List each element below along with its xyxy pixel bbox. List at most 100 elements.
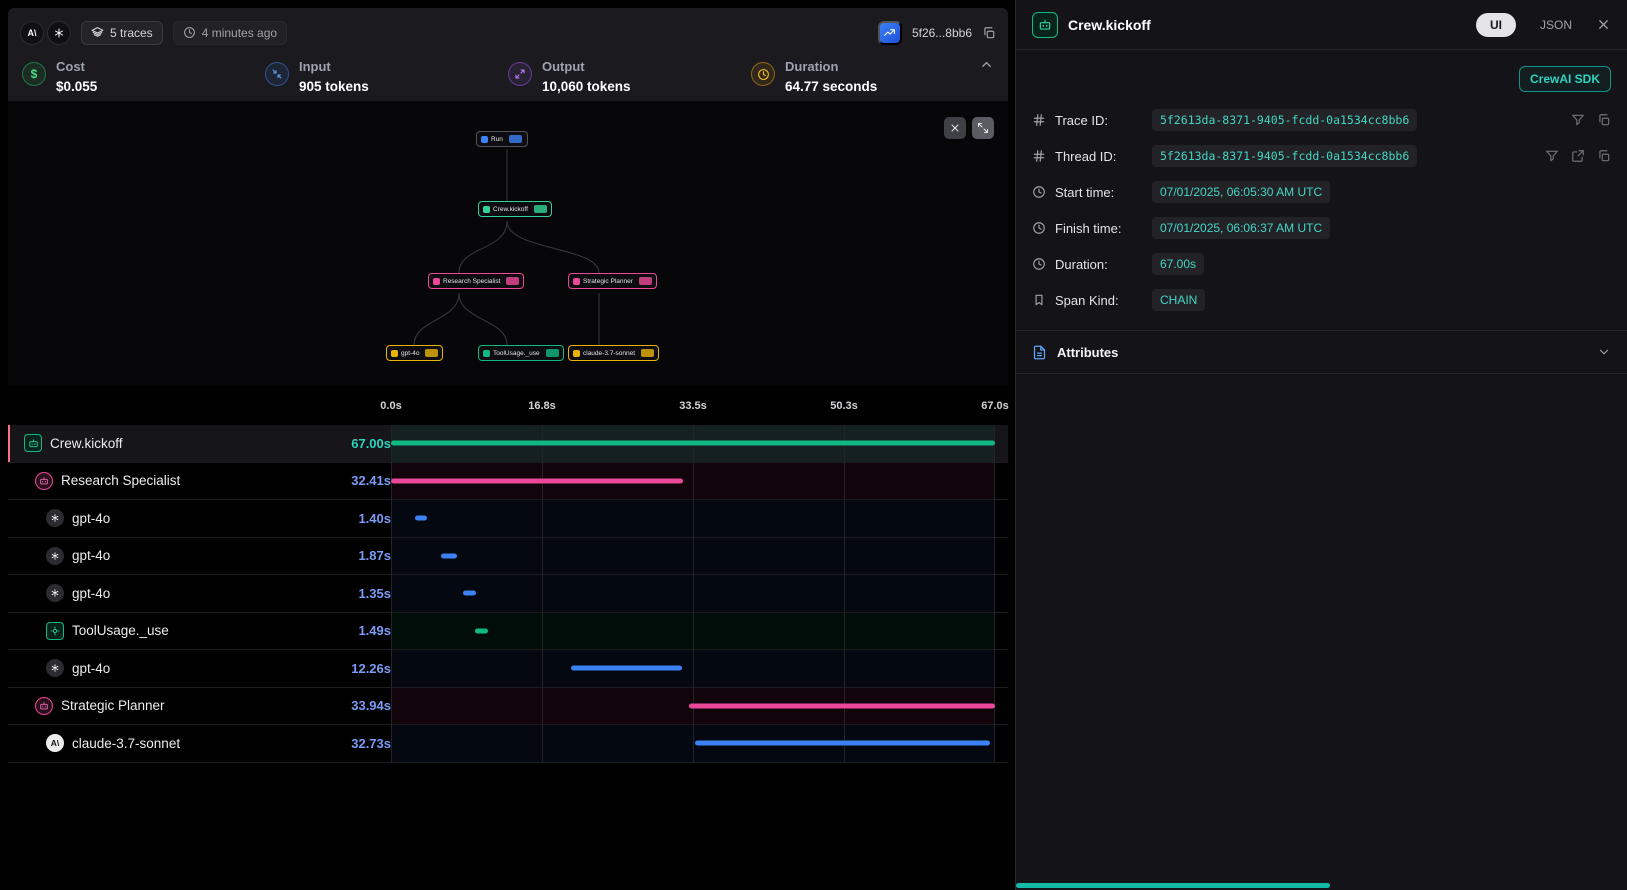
- duration-bar[interactable]: [441, 553, 458, 558]
- span-track: [391, 500, 995, 537]
- time-axis: 0.0s 16.8s 33.5s 50.3s 67.0s: [8, 385, 1008, 425]
- span-name: Crew.kickoff: [8, 434, 328, 452]
- traces-count-badge[interactable]: 5 traces: [81, 21, 163, 45]
- duration-bar[interactable]: [475, 628, 488, 633]
- timeline-row[interactable]: Crew.kickoff67.00s: [8, 425, 1008, 463]
- timeline-row[interactable]: gpt-4o 1.35s: [8, 575, 1008, 613]
- timeline-row[interactable]: A\claude-3.7-sonnet32.73s: [8, 725, 1008, 763]
- span-label: gpt-4o: [72, 586, 110, 601]
- node-tag: [534, 205, 547, 213]
- tab-ui[interactable]: UI: [1476, 13, 1516, 37]
- span-name: A\claude-3.7-sonnet: [8, 734, 328, 752]
- stat-value: $0.055: [56, 79, 97, 94]
- axis-label: 33.5s: [679, 400, 707, 412]
- expand-graph-button[interactable]: [972, 117, 994, 139]
- openai-logo-icon: [46, 547, 64, 565]
- span-label: Strategic Planner: [61, 698, 165, 713]
- span-track: [391, 725, 995, 762]
- collapse-stats-button[interactable]: [979, 57, 994, 72]
- graph-node-claude[interactable]: claude-3.7-sonnet: [568, 345, 659, 361]
- copy-button[interactable]: [1597, 149, 1611, 163]
- output-tokens-icon: [508, 62, 532, 86]
- sdk-row: CrewAI SDK: [1016, 50, 1627, 102]
- node-label: Crew.kickoff: [493, 206, 528, 213]
- graph-node-crew-kickoff[interactable]: Crew.kickoff: [478, 201, 552, 217]
- node-label: claude-3.7-sonnet: [583, 350, 635, 357]
- trace-header-bar: A\ 5 traces 4 minutes ago 5f26...8bb6: [8, 8, 1008, 57]
- axis-label: 0.0s: [380, 400, 401, 412]
- chevron-down-icon[interactable]: [1597, 345, 1611, 359]
- node-label: Run: [491, 136, 503, 143]
- node-icon: [483, 206, 490, 213]
- graph-node-strategic-planner[interactable]: Strategic Planner: [568, 273, 657, 289]
- span-duration: 1.35s: [328, 586, 391, 601]
- duration-bar[interactable]: [695, 741, 989, 746]
- stat-value: 905 tokens: [299, 79, 369, 94]
- span-track: [391, 538, 995, 575]
- node-icon: [573, 350, 580, 357]
- field-thread-id: Thread ID: 5f2613da-8371-9405-fcdd-0a153…: [1016, 138, 1627, 174]
- duration-bar[interactable]: [689, 703, 995, 708]
- node-icon: [433, 278, 440, 285]
- panel-title: Crew.kickoff: [1068, 17, 1151, 33]
- span-label: Crew.kickoff: [50, 436, 123, 451]
- anthropic-logo-icon: A\: [20, 21, 44, 45]
- timeline-row[interactable]: gpt-4o1.87s: [8, 538, 1008, 576]
- graph-node-run[interactable]: Run: [476, 131, 528, 147]
- stat-label: Cost: [56, 59, 97, 74]
- copy-trace-id-button[interactable]: [982, 26, 996, 40]
- stat-value: 10,060 tokens: [542, 79, 631, 94]
- trend-icon: [883, 26, 896, 39]
- trace-graph[interactable]: Run Crew.kickoff Research Specialist Str…: [8, 101, 1008, 385]
- graph-node-gpt-4o[interactable]: gpt-4o: [386, 345, 443, 361]
- copy-icon: [982, 26, 996, 40]
- node-icon: [483, 350, 490, 357]
- timeline-row[interactable]: gpt-4o12.26s: [8, 650, 1008, 688]
- open-thread-button[interactable]: [1571, 149, 1585, 163]
- duration-icon: [751, 62, 775, 86]
- close-panel-button[interactable]: [1596, 17, 1611, 32]
- stat-label: Duration: [785, 59, 877, 74]
- field-value[interactable]: 5f2613da-8371-9405-fcdd-0a1534cc8bb6: [1152, 109, 1417, 131]
- openai-logo-icon: [46, 659, 64, 677]
- crew-icon: [24, 434, 42, 452]
- chevron-up-icon: [979, 57, 994, 72]
- detail-panel-header: Crew.kickoff UI JSON: [1016, 0, 1627, 50]
- node-icon: [481, 136, 488, 143]
- filter-button[interactable]: [1571, 113, 1585, 127]
- attributes-row[interactable]: Attributes: [1016, 330, 1627, 374]
- graph-node-research-specialist[interactable]: Research Specialist: [428, 273, 524, 289]
- traces-count-label: 5 traces: [110, 26, 153, 40]
- span-duration: 1.87s: [328, 548, 391, 563]
- tab-json[interactable]: JSON: [1540, 18, 1572, 32]
- filter-button[interactable]: [1545, 149, 1559, 163]
- span-name: gpt-4o: [8, 509, 328, 527]
- duration-bar[interactable]: [571, 666, 682, 671]
- span-name: gpt-4o: [8, 547, 328, 565]
- timeline-row[interactable]: Strategic Planner33.94s: [8, 688, 1008, 726]
- duration-bar[interactable]: [463, 591, 475, 596]
- duration-bar[interactable]: [415, 516, 428, 521]
- span-duration: 12.26s: [328, 661, 391, 676]
- graph-node-toolusage[interactable]: ToolUsage._use: [478, 345, 564, 361]
- timeline-row[interactable]: Research Specialist32.41s: [8, 463, 1008, 501]
- field-start-time: Start time: 07/01/2025, 06:05:30 AM UTC: [1016, 174, 1627, 210]
- metrics-button[interactable]: [878, 21, 902, 45]
- timeline-row[interactable]: ToolUsage._use1.49s: [8, 613, 1008, 651]
- span-name: gpt-4o: [8, 584, 328, 602]
- duration-bar[interactable]: [391, 478, 683, 483]
- horizontal-scrollbar[interactable]: [1016, 883, 1330, 888]
- stats-row: $ Cost $0.055 Input 905 tokens: [8, 57, 1008, 106]
- copy-button[interactable]: [1597, 113, 1611, 127]
- time-ago-label: 4 minutes ago: [202, 26, 277, 40]
- agent-icon: [35, 697, 53, 715]
- stat-label: Input: [299, 59, 369, 74]
- timeline: 0.0s 16.8s 33.5s 50.3s 67.0s Crew.kickof…: [8, 385, 1008, 763]
- field-duration: Duration: 67.00s: [1016, 246, 1627, 282]
- document-icon: [1032, 345, 1047, 360]
- duration-bar[interactable]: [391, 441, 995, 446]
- stat-input: Input 905 tokens: [265, 59, 508, 94]
- field-value[interactable]: 5f2613da-8371-9405-fcdd-0a1534cc8bb6: [1152, 145, 1417, 167]
- timeline-row[interactable]: gpt-4o1.40s: [8, 500, 1008, 538]
- close-graph-button[interactable]: [944, 117, 966, 139]
